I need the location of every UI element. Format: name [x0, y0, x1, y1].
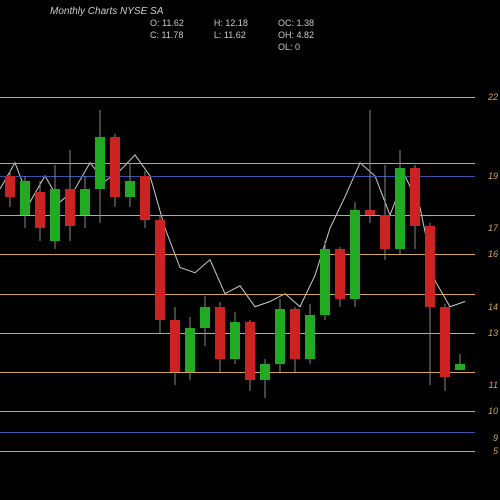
candle-body — [395, 168, 405, 249]
candle[interactable] — [290, 45, 300, 490]
y-axis-label: 16 — [488, 249, 498, 259]
candle[interactable] — [95, 45, 105, 490]
ohlc-c: C: 11.78 — [150, 30, 184, 40]
candle[interactable] — [80, 45, 90, 490]
candle-body — [110, 137, 120, 197]
candle[interactable] — [260, 45, 270, 490]
candle-body — [275, 309, 285, 364]
candle-body — [350, 210, 360, 299]
candle-wick — [370, 110, 371, 223]
candle[interactable] — [440, 45, 450, 490]
candle[interactable] — [155, 45, 165, 490]
candle-body — [50, 189, 60, 241]
candle[interactable] — [200, 45, 210, 490]
candle[interactable] — [275, 45, 285, 490]
candle-body — [245, 322, 255, 380]
y-axis-label: 19 — [488, 171, 498, 181]
candle-body — [65, 189, 75, 226]
candle[interactable] — [125, 45, 135, 490]
y-axis-label: 13 — [488, 328, 498, 338]
y-axis: 22 19 17 16 14 13 11 10 9 5 — [478, 45, 498, 490]
candle[interactable] — [50, 45, 60, 490]
candle[interactable] — [410, 45, 420, 490]
candle-body — [170, 320, 180, 372]
candle[interactable] — [305, 45, 315, 490]
candle-body — [5, 176, 15, 197]
candle-body — [290, 309, 300, 359]
candle[interactable] — [20, 45, 30, 490]
candle[interactable] — [425, 45, 435, 490]
candle-body — [365, 210, 375, 215]
candle[interactable] — [185, 45, 195, 490]
candle[interactable] — [380, 45, 390, 490]
candle-body — [200, 307, 210, 328]
candle[interactable] — [455, 45, 465, 490]
candle[interactable] — [320, 45, 330, 490]
candle-body — [410, 168, 420, 226]
candle[interactable] — [350, 45, 360, 490]
y-axis-label: 10 — [488, 406, 498, 416]
ohlc-h: H: 12.18 — [214, 18, 248, 28]
ohlc-l: L: 11.62 — [214, 30, 248, 40]
ohlc-o: O: 11.62 — [150, 18, 184, 28]
candle[interactable] — [110, 45, 120, 490]
candle-body — [155, 220, 165, 319]
chart-title: Monthly Charts NYSE SA — [50, 6, 163, 17]
candle[interactable] — [365, 45, 375, 490]
y-axis-label: 17 — [488, 223, 498, 233]
candle-body — [35, 192, 45, 229]
y-axis-label: 5 — [493, 446, 498, 456]
candle-body — [20, 181, 30, 215]
candle-body — [125, 181, 135, 197]
candle-body — [215, 307, 225, 359]
candle[interactable] — [5, 45, 15, 490]
candle[interactable] — [215, 45, 225, 490]
ohlc-oh: OH: 4.82 — [278, 30, 314, 40]
candle-body — [440, 307, 450, 378]
candle-body — [335, 249, 345, 299]
candle[interactable] — [140, 45, 150, 490]
chart-area[interactable] — [0, 45, 475, 490]
y-axis-label: 9 — [493, 433, 498, 443]
y-axis-label: 14 — [488, 302, 498, 312]
candle[interactable] — [230, 45, 240, 490]
ohlc-oc: OC: 1.38 — [278, 18, 314, 28]
candle-body — [185, 328, 195, 373]
candle[interactable] — [335, 45, 345, 490]
candle-body — [305, 315, 315, 360]
candle-body — [260, 364, 270, 380]
candle-body — [425, 226, 435, 307]
candle-body — [380, 215, 390, 249]
candle[interactable] — [65, 45, 75, 490]
candle[interactable] — [245, 45, 255, 490]
y-axis-label: 11 — [489, 380, 498, 390]
candle-body — [95, 137, 105, 189]
candle-body — [320, 249, 330, 314]
y-axis-label: 22 — [488, 92, 498, 102]
candle[interactable] — [395, 45, 405, 490]
candle[interactable] — [170, 45, 180, 490]
candle-body — [230, 322, 240, 359]
candle-body — [80, 189, 90, 215]
candle[interactable] — [35, 45, 45, 490]
candle-body — [455, 364, 465, 369]
candle-body — [140, 176, 150, 221]
